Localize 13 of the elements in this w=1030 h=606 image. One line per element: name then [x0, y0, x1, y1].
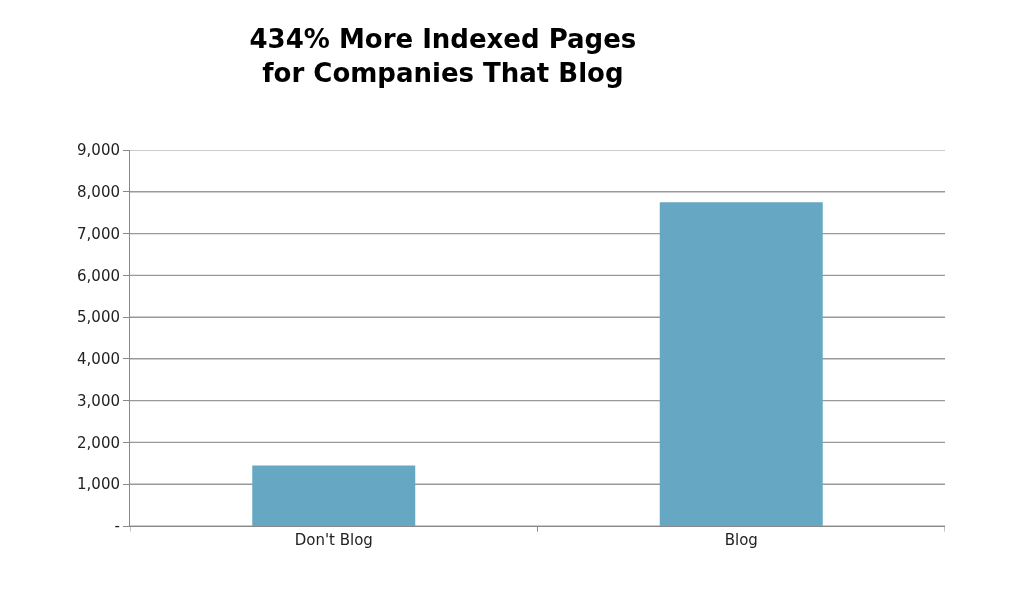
y-tick-label: 5,000 [77, 308, 120, 327]
chart-title: 434% More Indexed Pages for Companies That Blog [249, 24, 637, 89]
y-tick-label: 1,000 [77, 475, 120, 494]
y-tick-label: 3,000 [77, 391, 120, 410]
y-tick-label: 2,000 [77, 433, 120, 452]
y-tick-label: 6,000 [77, 266, 120, 285]
x-tick-label: Blog [724, 531, 758, 549]
y-tick-label: 9,000 [77, 141, 120, 160]
y-tick-label: 7,000 [77, 224, 120, 243]
y-tick-label: 4,000 [77, 350, 120, 369]
y-tick-label: - [114, 517, 120, 536]
x-tick-label: Don't Blog [294, 531, 373, 549]
y-tick-label: 8,000 [77, 183, 120, 202]
